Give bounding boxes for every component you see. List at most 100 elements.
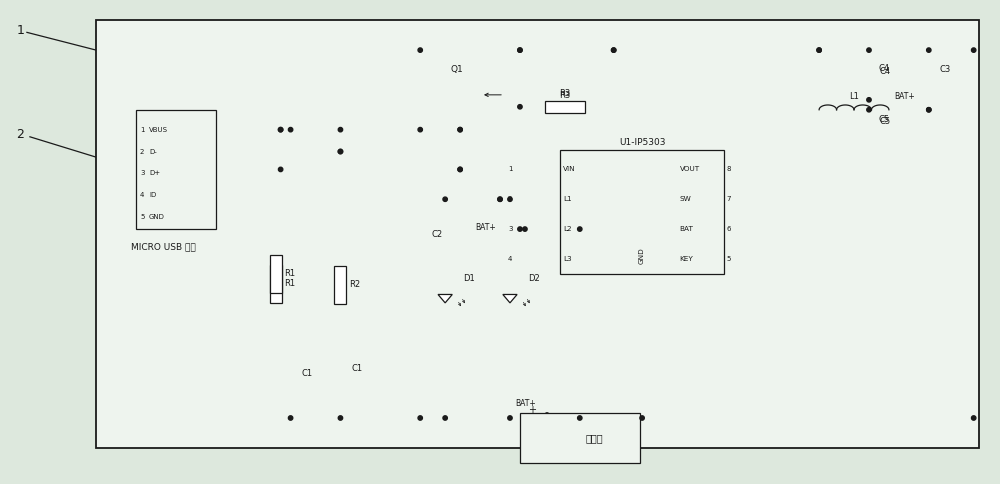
Bar bbox=[270, 255, 282, 293]
Text: VIN: VIN bbox=[563, 166, 575, 172]
Text: VOUT: VOUT bbox=[680, 166, 700, 172]
Circle shape bbox=[611, 48, 616, 52]
Text: L2: L2 bbox=[563, 226, 571, 232]
Circle shape bbox=[458, 127, 462, 132]
Text: 3: 3 bbox=[508, 226, 512, 232]
Text: 2: 2 bbox=[140, 149, 144, 154]
Circle shape bbox=[518, 105, 522, 109]
Text: +: + bbox=[528, 405, 536, 415]
Text: 1: 1 bbox=[16, 24, 24, 37]
Text: L1: L1 bbox=[563, 196, 571, 202]
Text: 1: 1 bbox=[140, 127, 145, 133]
Circle shape bbox=[518, 48, 522, 52]
Text: KEY: KEY bbox=[680, 256, 693, 262]
Circle shape bbox=[578, 227, 582, 231]
Circle shape bbox=[611, 48, 616, 52]
Circle shape bbox=[640, 416, 644, 420]
Text: R3: R3 bbox=[559, 90, 570, 98]
Text: C5: C5 bbox=[879, 115, 890, 124]
Bar bbox=[136, 110, 216, 229]
Bar bbox=[560, 150, 724, 274]
Text: C1: C1 bbox=[351, 364, 363, 373]
Bar bbox=[270, 265, 282, 302]
Circle shape bbox=[338, 150, 343, 154]
Circle shape bbox=[458, 167, 462, 172]
Text: C3: C3 bbox=[940, 65, 951, 75]
Text: MICRO USB 母座: MICRO USB 母座 bbox=[131, 242, 196, 252]
Circle shape bbox=[288, 127, 293, 132]
Text: VBUS: VBUS bbox=[149, 127, 168, 133]
Text: D+: D+ bbox=[149, 170, 160, 176]
Circle shape bbox=[508, 197, 512, 201]
Text: L3: L3 bbox=[563, 256, 571, 262]
Text: 4: 4 bbox=[140, 192, 144, 198]
Circle shape bbox=[498, 197, 502, 201]
Text: 1: 1 bbox=[508, 166, 512, 172]
Circle shape bbox=[338, 127, 343, 132]
Text: Q1: Q1 bbox=[450, 65, 463, 75]
Text: 5: 5 bbox=[140, 214, 144, 220]
Circle shape bbox=[418, 48, 422, 52]
Circle shape bbox=[518, 227, 522, 231]
Bar bbox=[520, 413, 640, 463]
Bar bbox=[545, 101, 585, 113]
Text: 8: 8 bbox=[726, 166, 731, 172]
Circle shape bbox=[817, 48, 821, 52]
Text: BAT: BAT bbox=[680, 226, 693, 232]
Text: BAT+: BAT+ bbox=[894, 92, 915, 101]
Text: L1: L1 bbox=[849, 92, 859, 101]
Circle shape bbox=[927, 107, 931, 112]
Text: R1: R1 bbox=[285, 269, 296, 278]
Circle shape bbox=[578, 416, 582, 420]
Text: 锂电池: 锂电池 bbox=[586, 433, 604, 443]
Text: 5: 5 bbox=[726, 256, 731, 262]
Text: D-: D- bbox=[149, 149, 157, 154]
Polygon shape bbox=[438, 294, 452, 303]
Circle shape bbox=[927, 107, 931, 112]
Text: 2: 2 bbox=[16, 128, 24, 141]
Text: C5: C5 bbox=[879, 117, 891, 126]
Text: C1: C1 bbox=[302, 369, 313, 378]
Text: 4: 4 bbox=[508, 256, 512, 262]
Circle shape bbox=[508, 416, 512, 420]
Circle shape bbox=[443, 197, 447, 201]
Text: GND: GND bbox=[149, 214, 165, 220]
Text: R1: R1 bbox=[285, 279, 296, 288]
Text: D1: D1 bbox=[463, 274, 475, 283]
Polygon shape bbox=[503, 294, 517, 303]
Text: R2: R2 bbox=[349, 280, 361, 289]
Text: BAT+: BAT+ bbox=[475, 223, 496, 231]
Circle shape bbox=[518, 48, 522, 52]
Text: ID: ID bbox=[149, 192, 156, 198]
Circle shape bbox=[971, 48, 976, 52]
Circle shape bbox=[278, 127, 283, 132]
Circle shape bbox=[867, 107, 871, 112]
Circle shape bbox=[498, 197, 502, 201]
Circle shape bbox=[288, 416, 293, 420]
Circle shape bbox=[278, 167, 283, 172]
Text: U1-IP5303: U1-IP5303 bbox=[619, 138, 665, 147]
Circle shape bbox=[458, 167, 462, 172]
Circle shape bbox=[418, 416, 422, 420]
Text: 2: 2 bbox=[508, 196, 512, 202]
Text: GND: GND bbox=[639, 247, 645, 264]
Circle shape bbox=[817, 48, 821, 52]
Circle shape bbox=[971, 416, 976, 420]
Circle shape bbox=[523, 227, 527, 231]
Text: 7: 7 bbox=[726, 196, 731, 202]
Bar bbox=[96, 20, 979, 448]
Circle shape bbox=[418, 127, 422, 132]
Circle shape bbox=[338, 416, 343, 420]
Circle shape bbox=[458, 127, 462, 132]
Text: 3: 3 bbox=[140, 170, 145, 176]
Circle shape bbox=[338, 150, 343, 154]
Circle shape bbox=[927, 48, 931, 52]
Text: BAT+: BAT+ bbox=[515, 398, 536, 408]
Bar bbox=[334, 266, 346, 303]
Circle shape bbox=[443, 416, 447, 420]
Text: D2: D2 bbox=[528, 274, 540, 283]
Circle shape bbox=[867, 48, 871, 52]
Text: C4: C4 bbox=[879, 67, 891, 76]
Text: -: - bbox=[545, 407, 549, 417]
Circle shape bbox=[278, 127, 283, 132]
